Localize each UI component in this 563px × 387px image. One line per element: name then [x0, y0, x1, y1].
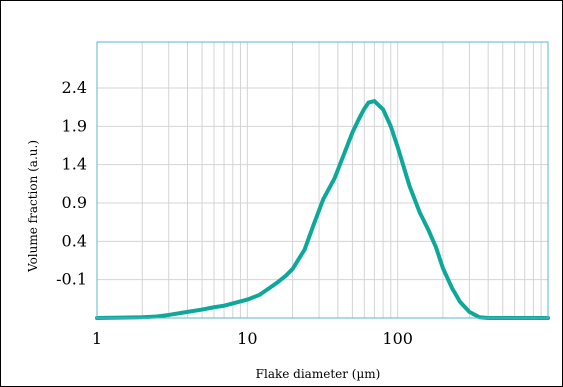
y-tick-label: 0.9	[62, 193, 87, 212]
series-line	[95, 99, 550, 320]
tick-layer: -0.1 0.4 0.9 1.4 1.9 2.4 1 10 100	[56, 78, 413, 348]
grid-layer	[97, 42, 548, 318]
x-tick-label: 100	[382, 329, 413, 348]
y-tick-label: -0.1	[56, 270, 87, 289]
y-tick-label: 1.4	[62, 155, 87, 174]
x-tick-label: 1	[92, 329, 102, 348]
y-tick-label: 0.4	[62, 231, 87, 250]
plot-frame	[96, 41, 549, 319]
x-tick-label: 10	[237, 329, 257, 348]
y-tick-label: 1.9	[62, 116, 87, 135]
series-layer	[95, 99, 550, 320]
y-axis-label: Volume fraction (a.u.)	[26, 140, 40, 273]
x-axis-label: Flake diameter (µm)	[256, 367, 381, 381]
y-tick-label: 2.4	[62, 78, 87, 97]
